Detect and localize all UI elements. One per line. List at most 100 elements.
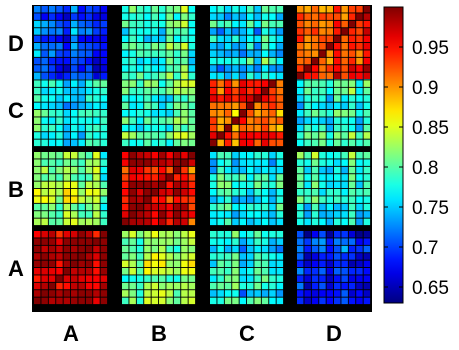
heatmap-cell-C-B <box>151 102 159 110</box>
heatmap-cell-D-C <box>239 6 247 13</box>
heatmap-cell-B-D <box>311 152 319 159</box>
heatmap-cell-D-B <box>173 43 181 50</box>
heatmap-cell-D-B <box>129 20 136 28</box>
heatmap-cell-C-C <box>247 110 254 117</box>
heatmap-cell-B-D <box>334 218 341 226</box>
heatmap-cell-A-D <box>341 238 348 245</box>
heatmap-cell-C-A <box>85 95 93 102</box>
heatmap-cell-C-D <box>311 117 319 124</box>
heatmap-cell-C-A <box>78 110 85 117</box>
heatmap-cell-D-A <box>63 13 71 20</box>
heatmap-cell-A-B <box>173 297 181 305</box>
heatmap-cell-B-B <box>166 211 173 218</box>
heatmap-cell-D-D <box>326 28 334 35</box>
heatmap-cell-B-B <box>181 211 188 218</box>
heatmap-cell-C-C <box>276 139 284 147</box>
heatmap-cell-A-B <box>159 297 166 305</box>
heatmap-cell-A-D <box>304 282 311 290</box>
heatmap-cell-C-D <box>363 95 371 102</box>
heatmap-cell-D-D <box>356 50 363 57</box>
heatmap-cell-C-A <box>63 139 71 147</box>
heatmap-cell-A-C <box>210 231 217 238</box>
heatmap-cell-D-D <box>363 28 371 35</box>
heatmap-cell-A-C <box>239 290 247 297</box>
heatmap-cell-B-B <box>159 189 166 196</box>
heatmap-cell-B-B <box>151 196 159 203</box>
heatmap-cell-D-C <box>239 35 247 43</box>
heatmap-cell-A-B <box>122 238 129 245</box>
heatmap-cell-D-B <box>144 65 151 72</box>
heatmap-cell-D-B <box>188 28 196 35</box>
heatmap-cell-B-D <box>297 189 304 196</box>
heatmap-cell-A-D <box>341 275 348 282</box>
heatmap-cell-A-A <box>56 268 63 275</box>
heatmap-cell-B-A <box>56 174 63 181</box>
heatmap-cell-A-B <box>166 245 173 253</box>
heatmap-cell-C-C <box>224 87 232 95</box>
heatmap-cell-B-C <box>217 174 224 181</box>
heatmap-cell-B-B <box>173 189 181 196</box>
heatmap-cell-C-B <box>188 124 196 132</box>
heatmap-cell-D-B <box>188 65 196 72</box>
heatmap-cell-B-A <box>85 203 93 211</box>
heatmap-cell-B-D <box>326 211 334 218</box>
heatmap-cell-B-C <box>276 174 284 181</box>
heatmap-cell-A-A <box>93 260 100 268</box>
heatmap-cell-C-B <box>166 102 173 110</box>
heatmap-cell-B-A <box>56 218 63 226</box>
heatmap-cell-B-A <box>100 189 108 196</box>
heatmap-cell-D-A <box>34 20 41 28</box>
heatmap-cell-D-B <box>188 13 196 20</box>
heatmap-cell-D-C <box>217 43 224 50</box>
heatmap-cell-A-D <box>304 238 311 245</box>
heatmap-cell-A-D <box>319 260 326 268</box>
heatmap-cell-A-A <box>85 290 93 297</box>
heatmap-cell-B-C <box>210 189 217 196</box>
heatmap-cell-D-A <box>100 6 108 13</box>
heatmap-cell-C-D <box>356 124 363 132</box>
heatmap-cell-D-D <box>334 65 341 72</box>
heatmap-cell-C-C <box>217 117 224 124</box>
heatmap-cell-B-C <box>276 159 284 166</box>
heatmap-cell-B-D <box>326 174 334 181</box>
heatmap-cell-B-B <box>188 203 196 211</box>
heatmap-cell-B-D <box>297 152 304 159</box>
heatmap-cell-D-B <box>188 43 196 50</box>
heatmap-cell-C-D <box>356 102 363 110</box>
heatmap-cell-D-A <box>56 13 63 20</box>
heatmap-cell-A-A <box>63 282 71 290</box>
heatmap-cell-C-B <box>144 124 151 132</box>
heatmap-cell-A-A <box>78 238 85 245</box>
heatmap-cell-B-A <box>41 203 48 211</box>
y-tick-label-D: D <box>8 31 24 56</box>
heatmap-cell-D-C <box>210 35 217 43</box>
heatmap-cell-D-A <box>63 20 71 28</box>
heatmap-cell-C-C <box>269 110 276 117</box>
heatmap-cell-A-C <box>247 253 254 260</box>
heatmap-cell-D-B <box>159 50 166 57</box>
heatmap-cell-D-A <box>56 20 63 28</box>
heatmap-cell-B-A <box>93 189 100 196</box>
heatmap-cell-B-D <box>356 181 363 189</box>
heatmap-cell-D-C <box>217 72 224 80</box>
heatmap-cell-A-D <box>348 253 356 260</box>
heatmap-cell-D-D <box>319 65 326 72</box>
heatmap-cell-D-C <box>269 65 276 72</box>
heatmap-cell-C-A <box>100 95 108 102</box>
colorbar-gradient <box>383 6 404 304</box>
heatmap-cell-C-A <box>48 132 56 139</box>
heatmap-cell-B-B <box>181 166 188 174</box>
heatmap-cell-A-A <box>41 268 48 275</box>
heatmap-cell-B-A <box>56 152 63 159</box>
heatmap-cell-C-A <box>85 110 93 117</box>
heatmap-cell-A-B <box>122 231 129 238</box>
heatmap-cell-C-A <box>48 80 56 87</box>
heatmap-cell-D-B <box>173 50 181 57</box>
heatmap-cell-B-C <box>261 166 269 174</box>
heatmap-cell-A-A <box>48 297 56 305</box>
heatmap-cell-D-B <box>151 35 159 43</box>
heatmap-cell-B-A <box>34 181 41 189</box>
heatmap-cell-B-A <box>34 189 41 196</box>
heatmap-cell-A-C <box>224 282 232 290</box>
